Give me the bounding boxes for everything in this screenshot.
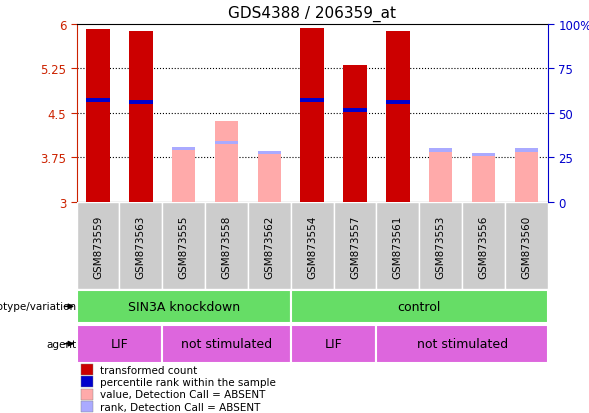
Bar xyxy=(81,401,93,412)
Bar xyxy=(215,121,239,202)
Bar xyxy=(343,109,367,112)
FancyBboxPatch shape xyxy=(376,325,548,363)
Bar xyxy=(129,101,153,105)
Text: GSM873555: GSM873555 xyxy=(178,216,188,279)
Text: LIF: LIF xyxy=(325,337,342,350)
Text: GSM873560: GSM873560 xyxy=(521,216,531,278)
Text: agent: agent xyxy=(47,339,77,349)
FancyBboxPatch shape xyxy=(462,202,505,289)
Text: rank, Detection Call = ABSENT: rank, Detection Call = ABSENT xyxy=(100,402,260,412)
Text: GSM873559: GSM873559 xyxy=(93,216,103,279)
Text: GSM873561: GSM873561 xyxy=(393,216,403,279)
Bar xyxy=(515,152,538,202)
Bar xyxy=(81,377,93,387)
Bar xyxy=(86,29,110,202)
Bar xyxy=(386,32,409,202)
Bar xyxy=(300,29,324,202)
FancyBboxPatch shape xyxy=(376,202,419,289)
Bar xyxy=(257,155,281,202)
FancyBboxPatch shape xyxy=(248,202,291,289)
Text: SIN3A knockdown: SIN3A knockdown xyxy=(128,300,240,313)
Bar xyxy=(215,141,239,145)
Text: control: control xyxy=(398,300,441,313)
Text: GSM873556: GSM873556 xyxy=(478,216,488,279)
FancyBboxPatch shape xyxy=(205,202,248,289)
FancyBboxPatch shape xyxy=(419,202,462,289)
Bar xyxy=(81,389,93,400)
Bar xyxy=(129,32,153,202)
FancyBboxPatch shape xyxy=(291,290,548,323)
Bar xyxy=(257,152,281,155)
Bar xyxy=(386,101,409,105)
Bar xyxy=(472,157,495,202)
Text: GSM873557: GSM873557 xyxy=(350,216,360,279)
Text: GSM873562: GSM873562 xyxy=(264,216,274,279)
Bar xyxy=(81,364,93,375)
Text: percentile rank within the sample: percentile rank within the sample xyxy=(100,377,276,387)
Text: GSM873563: GSM873563 xyxy=(136,216,146,279)
Text: value, Detection Call = ABSENT: value, Detection Call = ABSENT xyxy=(100,389,266,399)
Bar xyxy=(172,147,196,151)
Text: GSM873553: GSM873553 xyxy=(436,216,446,279)
FancyBboxPatch shape xyxy=(77,290,291,323)
Text: GSM873558: GSM873558 xyxy=(221,216,231,279)
Bar xyxy=(429,149,452,153)
FancyBboxPatch shape xyxy=(77,325,162,363)
FancyBboxPatch shape xyxy=(291,325,376,363)
Text: transformed count: transformed count xyxy=(100,365,197,375)
Bar xyxy=(343,66,367,202)
FancyBboxPatch shape xyxy=(77,202,120,289)
FancyBboxPatch shape xyxy=(291,202,333,289)
Bar xyxy=(300,99,324,102)
Bar xyxy=(172,151,196,202)
FancyBboxPatch shape xyxy=(505,202,548,289)
Text: genotype/variation: genotype/variation xyxy=(0,301,77,312)
Bar xyxy=(472,153,495,157)
Bar xyxy=(86,99,110,102)
Text: not stimulated: not stimulated xyxy=(181,337,272,350)
FancyBboxPatch shape xyxy=(162,202,205,289)
Title: GDS4388 / 206359_at: GDS4388 / 206359_at xyxy=(228,6,396,22)
Text: GSM873554: GSM873554 xyxy=(307,216,317,279)
Bar xyxy=(515,149,538,153)
Text: LIF: LIF xyxy=(111,337,128,350)
FancyBboxPatch shape xyxy=(333,202,376,289)
FancyBboxPatch shape xyxy=(120,202,162,289)
FancyBboxPatch shape xyxy=(162,325,291,363)
Bar xyxy=(429,152,452,202)
Text: not stimulated: not stimulated xyxy=(416,337,508,350)
